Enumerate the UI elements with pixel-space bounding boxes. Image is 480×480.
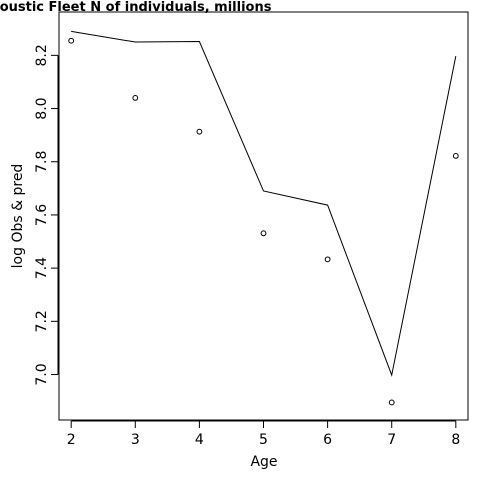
plot-area-border [58,11,469,421]
x-tick-label: 7 [387,432,396,448]
data-point-obs-age-3 [132,95,139,101]
y-axis: 7.0 7.2 7.4 7.6 7.8 8.0 8.2 [34,44,59,386]
x-tick-label: 3 [131,432,140,448]
y-axis-label: log Obs & pred [10,164,26,269]
series-line-pred [71,30,457,377]
y-tick-label: 7.6 [34,204,50,226]
x-axis-label: Age [250,454,277,470]
data-point-obs-age-5 [260,230,267,237]
x-tick-label: 5 [259,432,268,448]
chart-title: coustic Fleet N of individuals, millions [0,0,272,15]
x-tick-label: 8 [451,432,460,448]
x-tick-label: 6 [323,432,332,448]
y-tick-label: 8.2 [34,44,50,66]
x-axis: 2 3 4 5 6 7 8 [67,420,460,448]
x-tick-label: 2 [67,432,76,448]
data-point-obs-age-6 [324,256,331,263]
y-tick-label: 7.8 [34,151,50,173]
y-tick-label: 7.0 [34,363,50,385]
y-tick-label: 8.0 [34,97,50,119]
data-point-obs-age-2 [68,37,75,44]
data-point-obs-age-8 [452,152,459,159]
y-tick-label: 7.4 [34,257,50,279]
y-tick-label: 7.2 [34,310,50,332]
data-point-obs-age-7 [388,399,395,406]
x-tick-label: 4 [195,432,204,448]
data-point-obs-age-4 [196,128,203,135]
series-points-obs [68,37,459,406]
